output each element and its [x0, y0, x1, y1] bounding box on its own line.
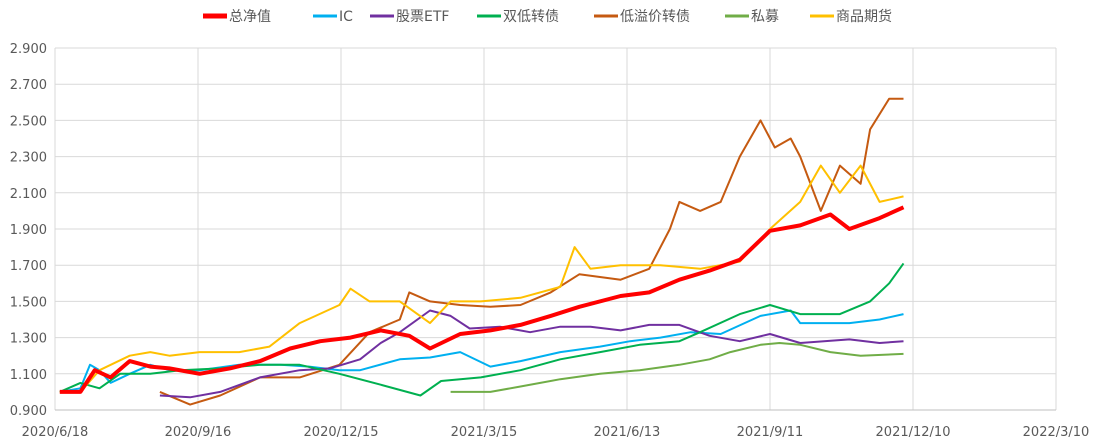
series-line-2	[159, 309, 904, 399]
x-tick-label: 2022/3/10	[1023, 425, 1090, 440]
y-tick-label: 2.100	[10, 187, 47, 202]
x-tick-label: 2020/9/16	[165, 425, 232, 440]
y-tick-label: 2.500	[10, 114, 47, 129]
legend-label: 商品期货	[836, 8, 892, 25]
legend-label: IC	[339, 9, 353, 25]
series-line-5	[450, 342, 904, 393]
y-tick-label: 1.900	[10, 223, 47, 238]
y-tick-label: 0.900	[10, 404, 47, 419]
y-tick-label: 2.900	[10, 42, 47, 57]
legend-label: 总净值	[229, 9, 271, 25]
y-tick-label: 1.300	[10, 332, 47, 347]
legend-label: 股票ETF	[396, 9, 449, 25]
y-tick-label: 1.100	[10, 368, 47, 383]
series-line-4	[159, 97, 904, 406]
y-tick-label: 2.300	[10, 151, 47, 166]
gridlines	[54, 47, 1057, 411]
x-tick-label: 2021/3/15	[451, 425, 518, 440]
series-line-6	[59, 164, 904, 393]
y-tick-label: 1.700	[10, 259, 47, 274]
series-line-1	[59, 309, 904, 393]
legend-label: 双低转债	[503, 9, 559, 25]
x-tick-label: 2021/9/11	[737, 425, 804, 440]
series-lines	[59, 97, 905, 406]
series-line-0	[59, 205, 905, 394]
legend-label: 低溢价转债	[620, 9, 690, 25]
x-tick-label: 2020/12/15	[304, 425, 379, 440]
legend: 总净值 IC 股票ETF 双低转债 低溢价转债 私募 商品期货	[203, 8, 892, 25]
x-tick-label: 2021/6/13	[594, 425, 661, 440]
y-tick-label: 1.500	[10, 295, 47, 310]
axes: 0.900 1.100 1.300 1.500 1.700 1.900 2.100 2.300…	[10, 42, 1090, 440]
series-line-3	[59, 262, 905, 397]
x-tick-label: 2021/12/10	[876, 425, 951, 440]
y-tick-label: 2.700	[10, 78, 47, 93]
legend-label: 私募	[751, 9, 779, 25]
x-tick-label: 2020/6/18	[22, 425, 89, 440]
